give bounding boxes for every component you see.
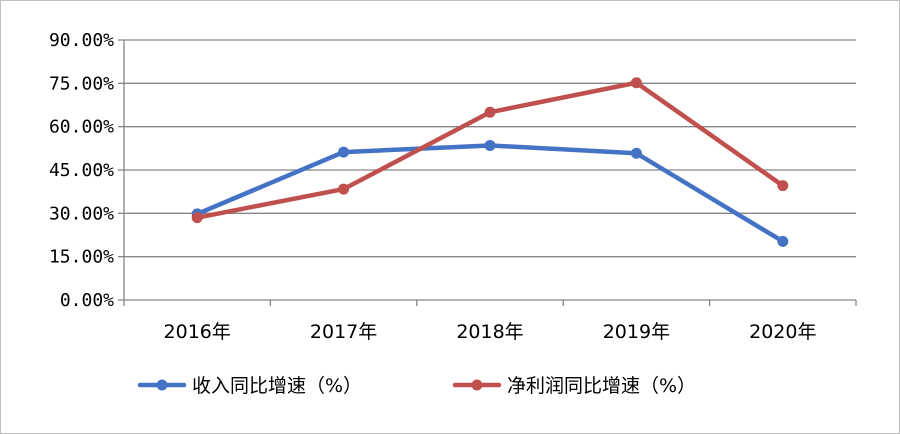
series-2-point <box>338 183 350 195</box>
y-axis: 0.00% 15.00% 30.00% 45.00% 60.00% 75.00% 90.00… <box>49 30 125 311</box>
series-2-point <box>630 77 642 89</box>
x-tick-label: 2020年 <box>749 321 816 343</box>
series-2-point <box>777 180 789 192</box>
x-tick-label: 2016年 <box>164 321 231 343</box>
series-1-point <box>777 235 789 247</box>
y-tick-label: 75.00% <box>49 73 114 94</box>
x-tick-label: 2017年 <box>310 321 377 343</box>
y-tick-label: 60.00% <box>49 117 114 138</box>
series-line-1 <box>194 143 786 244</box>
series-group <box>191 77 789 247</box>
series-2-point <box>484 106 496 118</box>
legend-label-1: 收入同比增速（%） <box>192 375 362 397</box>
series-1-point <box>630 147 642 159</box>
x-tick-label: 2019年 <box>603 321 670 343</box>
y-tick-label: 90.00% <box>49 30 114 51</box>
gridlines <box>124 39 856 301</box>
legend-marker-2 <box>471 379 483 391</box>
legend-marker-1 <box>156 379 168 391</box>
y-tick-label: 30.00% <box>49 203 114 224</box>
series-1-point <box>338 146 350 158</box>
x-tick-label: 2018年 <box>456 321 523 343</box>
y-tick-label: 0.00% <box>60 290 114 311</box>
legend-label-2: 净利润同比增速（%） <box>507 375 696 397</box>
legend: 收入同比增速（%） 净利润同比增速（%） <box>137 375 696 397</box>
y-tick-label: 45.00% <box>49 160 114 181</box>
x-axis: 2016年 2017年 2018年 2019年 2020年 <box>123 300 857 343</box>
y-tick-label: 15.00% <box>49 247 114 268</box>
series-1-point <box>484 139 496 151</box>
series-2-point <box>191 212 203 224</box>
